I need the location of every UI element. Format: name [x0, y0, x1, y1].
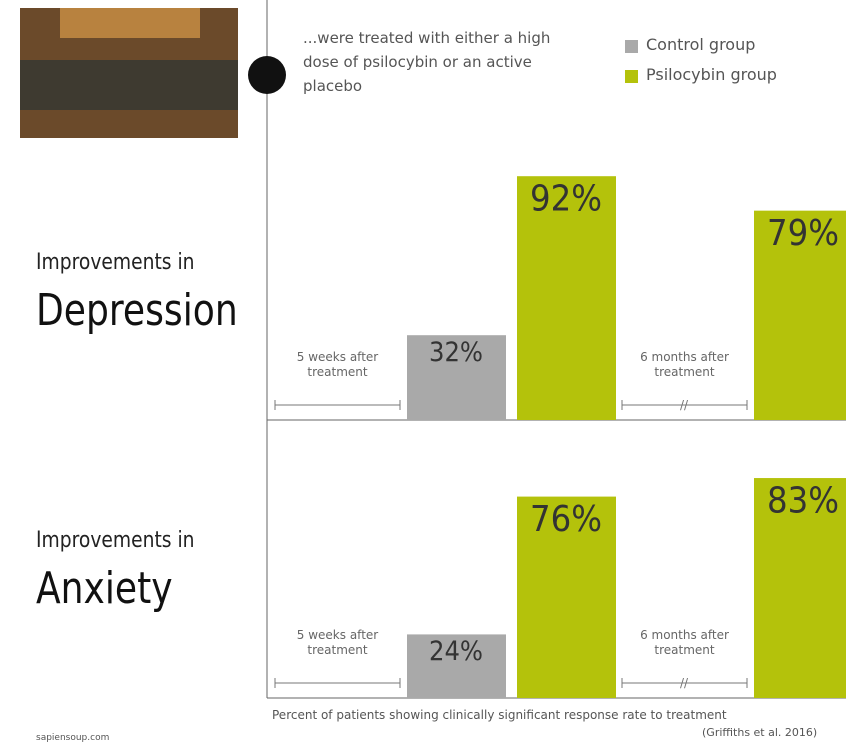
legend-label: Control group — [646, 35, 756, 54]
source: (Griffiths et al. 2016) — [702, 726, 818, 739]
panel-title: Anxiety — [36, 563, 173, 614]
panel-title-prefix: Improvements in — [36, 528, 195, 553]
value-label: 76% — [530, 499, 602, 540]
bar — [407, 335, 506, 420]
legend-swatch — [625, 40, 638, 53]
panel-title: Depression — [36, 285, 238, 336]
category-label: 5 weeks after treatment — [296, 628, 379, 657]
caption: ...were treated with either a high dose … — [303, 29, 551, 95]
category-label: 5 weeks after treatment — [296, 350, 379, 379]
x-label: Percent of patients showing clinically s… — [272, 708, 727, 722]
value-label: 79% — [767, 213, 839, 254]
bar — [754, 210, 846, 420]
bar — [517, 176, 616, 420]
value-label: 83% — [767, 480, 839, 521]
bar — [754, 478, 846, 698]
category-label: 6 months after treatment — [640, 628, 729, 657]
span-break: // — [680, 676, 689, 690]
bar — [407, 634, 506, 698]
value-label: 24% — [429, 636, 483, 667]
legend-swatch — [625, 70, 638, 83]
category-label: 6 months after treatment — [640, 350, 729, 379]
bar — [517, 496, 616, 698]
marker-dot — [248, 56, 286, 94]
panel-title-prefix: Improvements in — [36, 250, 195, 275]
photo-detail — [60, 8, 200, 38]
value-label: 32% — [429, 337, 483, 368]
value-label: 92% — [530, 178, 602, 219]
legend-label: Psilocybin group — [646, 65, 777, 84]
span-break: // — [680, 398, 689, 412]
site: sapiensoup.com — [36, 733, 110, 743]
photo-detail — [20, 60, 238, 110]
